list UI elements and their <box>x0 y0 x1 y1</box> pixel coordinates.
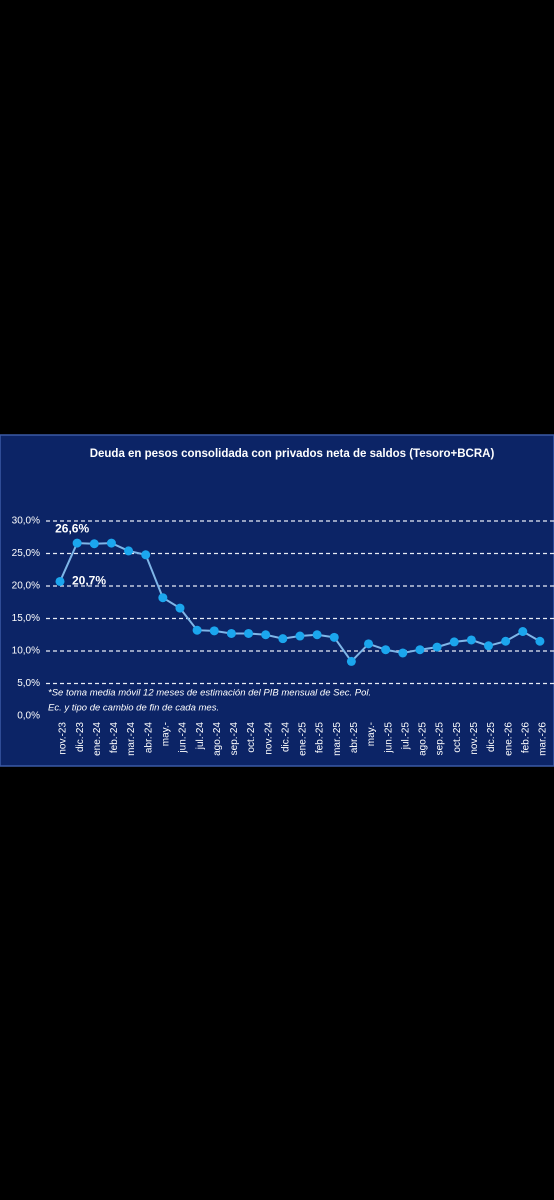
point <box>381 645 391 655</box>
x-tick-label: ene.-24 <box>92 722 103 756</box>
x-tick-label: oct.-25 <box>452 722 463 753</box>
point <box>466 635 476 645</box>
x-tick-label: may.- <box>160 722 171 746</box>
point <box>261 630 271 640</box>
point <box>312 630 322 640</box>
x-tick-label: sep.-24 <box>229 722 240 756</box>
point <box>432 642 442 652</box>
point <box>329 632 339 642</box>
x-tick-label: oct.-24 <box>246 722 257 753</box>
point <box>192 625 202 635</box>
point <box>346 656 356 666</box>
note: *Se toma media móvil 12 meses de estimac… <box>48 688 371 699</box>
x-tick-label: feb.-25 <box>315 722 326 754</box>
x-tick-label: jul.-25 <box>400 722 411 751</box>
point <box>158 593 168 603</box>
x-tick-label: feb.-26 <box>520 722 531 754</box>
y-tick-label: 15,0% <box>12 613 40 624</box>
point <box>55 576 65 586</box>
note: Ec. y tipo de cambio de fin de cada mes. <box>48 703 219 714</box>
point <box>175 603 185 613</box>
plot: 0,0% 5,0% 10,0% 15,0% 20,0% 25,0% 30,0% nov.-23… <box>12 516 554 756</box>
chart-title: Deuda en pesos consolidada con privados … <box>90 448 495 460</box>
x-tick-label: abr.-24 <box>143 722 154 754</box>
point <box>518 627 528 636</box>
point <box>278 634 288 644</box>
x-tick-label: mar.-26 <box>538 722 549 756</box>
point <box>141 550 151 560</box>
x-tick-label: feb.-24 <box>109 722 120 754</box>
point <box>449 637 459 647</box>
x-tick-label: mar.-24 <box>126 722 137 756</box>
chart-panel <box>0 434 554 767</box>
y-tick-label: 5,0% <box>17 678 40 689</box>
point <box>484 641 493 651</box>
x-tick-label: sep.-25 <box>435 722 446 756</box>
point <box>209 626 219 636</box>
x-tick-label: nov.-25 <box>469 722 480 755</box>
x-tick-label: dic.-24 <box>280 722 291 752</box>
x-tick-label: ene.-25 <box>298 722 309 756</box>
x-tick-label: abr.-25 <box>349 722 360 754</box>
x-tick-label: dic.-25 <box>486 722 497 752</box>
x-tick-label: ago.-25 <box>418 722 429 756</box>
x-tick-label: jun.-25 <box>383 722 394 754</box>
data-label: 20,7% <box>72 574 106 588</box>
x-tick-label: jun.-24 <box>178 722 189 754</box>
y-tick-label: 10,0% <box>12 646 40 657</box>
x-tick-label: ago.-24 <box>212 722 223 756</box>
data-label: 26,6% <box>55 521 89 535</box>
x-tick-label: may.- <box>366 722 377 746</box>
point <box>244 628 254 638</box>
point <box>501 636 511 646</box>
y-tick-label: 0,0% <box>17 711 40 722</box>
point <box>415 645 425 655</box>
point <box>364 639 374 649</box>
y-tick-label: 30,0% <box>12 516 40 527</box>
x-tick-label: nov.-24 <box>263 722 274 755</box>
x-tick-label: dic.-23 <box>75 722 86 752</box>
point <box>89 539 99 549</box>
x-tick-label: mar.-25 <box>332 722 343 756</box>
x-tick-label: nov.-23 <box>58 722 69 755</box>
y-tick-label: 25,0% <box>12 548 40 559</box>
point <box>535 636 545 646</box>
x-tick-label: ene.-26 <box>503 722 514 756</box>
y-tick-label: 20,0% <box>12 581 40 592</box>
point <box>398 648 408 658</box>
point <box>124 546 134 556</box>
x-tick-label: jul.-24 <box>195 722 206 751</box>
point <box>226 628 236 638</box>
point <box>295 631 305 641</box>
point <box>106 538 116 548</box>
point <box>72 538 82 548</box>
